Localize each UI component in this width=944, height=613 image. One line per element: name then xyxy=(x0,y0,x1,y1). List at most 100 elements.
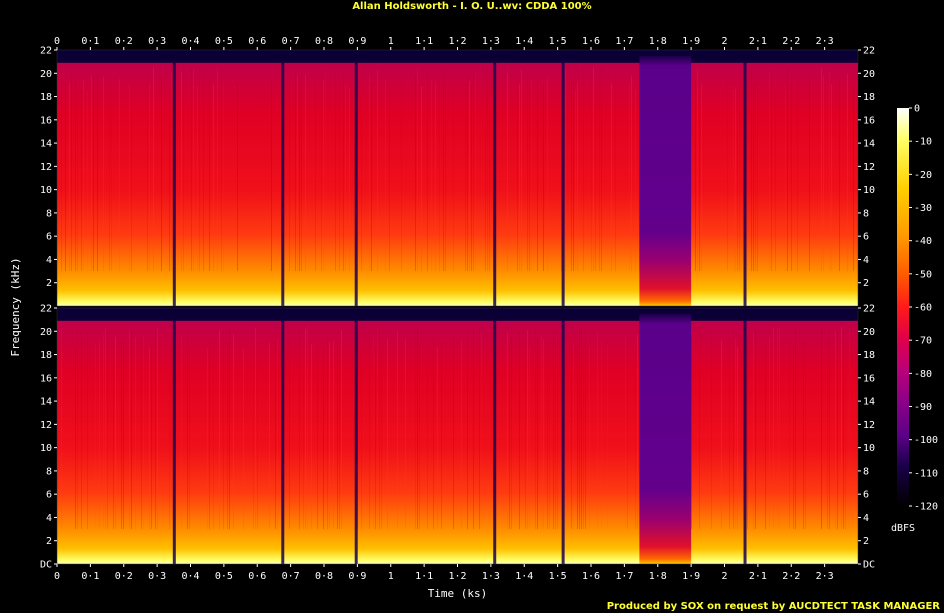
texture-streak xyxy=(473,70,474,272)
x-tick-label-top: 2·2 xyxy=(782,36,800,47)
texture-streak xyxy=(277,338,278,530)
texture-streak xyxy=(339,343,340,530)
texture-streak xyxy=(361,344,362,530)
texture-streak xyxy=(243,348,244,530)
x-tick-label-top: 1 xyxy=(388,36,394,47)
texture-streak xyxy=(439,78,440,272)
texture-streak xyxy=(147,75,148,272)
x-tick-label-bottom: 1·8 xyxy=(649,571,667,582)
texture-streak xyxy=(519,332,520,530)
texture-streak xyxy=(507,73,508,272)
texture-streak xyxy=(341,330,342,530)
y-tick-label-left: 8 xyxy=(46,208,52,219)
texture-streak xyxy=(317,346,318,530)
colorbar-tick-label: -110 xyxy=(914,468,938,479)
y-tick-label-left: 20 xyxy=(40,69,52,80)
texture-streak xyxy=(453,87,454,272)
chart-title: Allan Holdsworth - I. O. U..wv: CDDA 100… xyxy=(352,1,592,12)
texture-streak xyxy=(233,334,234,530)
y-tick-label-left: 6 xyxy=(46,232,52,243)
texture-streak xyxy=(739,87,740,272)
texture-streak xyxy=(325,68,326,272)
texture-streak xyxy=(589,347,590,530)
colorbar-tick-label: -60 xyxy=(914,303,932,314)
y-tick-label-right: 18 xyxy=(863,350,875,361)
texture-streak xyxy=(203,69,204,272)
texture-streak xyxy=(583,346,584,530)
texture-streak xyxy=(577,345,578,530)
colorbar-tick-label: -20 xyxy=(914,170,932,181)
texture-streak xyxy=(521,69,522,272)
texture-streak xyxy=(75,78,76,272)
texture-streak xyxy=(271,80,272,272)
texture-streak xyxy=(699,329,700,530)
texture-streak xyxy=(547,342,548,530)
y-tick-label-right: 22 xyxy=(863,46,875,57)
texture-streak xyxy=(113,342,114,530)
texture-streak xyxy=(753,332,754,530)
x-tick-label-bottom: 0·8 xyxy=(315,571,333,582)
texture-streak xyxy=(517,77,518,272)
texture-streak xyxy=(339,84,340,272)
x-tick-label-bottom: 0·7 xyxy=(282,571,300,582)
texture-streak xyxy=(773,327,774,530)
y-tick-label-right: 4 xyxy=(863,513,869,524)
track-boundary xyxy=(281,61,285,306)
texture-streak xyxy=(697,69,698,272)
y-tick-label-right: 6 xyxy=(863,232,869,243)
texture-streak xyxy=(599,78,600,272)
texture-streak xyxy=(223,81,224,272)
y-tick-label-right: 14 xyxy=(863,397,875,408)
texture-streak xyxy=(625,335,626,530)
texture-streak xyxy=(573,81,574,272)
texture-streak xyxy=(527,74,528,272)
texture-streak xyxy=(433,334,434,530)
texture-streak xyxy=(541,335,542,530)
texture-streak xyxy=(469,81,470,272)
texture-streak xyxy=(401,76,402,272)
texture-streak xyxy=(843,331,844,530)
texture-streak xyxy=(153,67,154,272)
texture-streak xyxy=(561,80,562,272)
texture-streak xyxy=(777,328,778,530)
texture-streak xyxy=(71,72,72,272)
texture-streak xyxy=(77,325,78,530)
texture-streak xyxy=(573,343,574,530)
y-tick-label-left: 18 xyxy=(40,92,52,103)
texture-streak xyxy=(507,331,508,530)
texture-streak xyxy=(95,343,96,530)
x-tick-label-bottom: 1·9 xyxy=(682,571,700,582)
texture-streak xyxy=(443,69,444,272)
texture-streak xyxy=(699,82,700,272)
texture-streak xyxy=(181,71,182,272)
texture-streak xyxy=(607,344,608,530)
x-tick-label-bottom: 0·5 xyxy=(215,571,233,582)
texture-streak xyxy=(727,82,728,272)
colorbar-tick-label: -40 xyxy=(914,236,932,247)
texture-streak xyxy=(135,337,136,530)
texture-streak xyxy=(213,338,214,530)
y-tick-label-right: 2 xyxy=(863,278,869,289)
y-tick-label-left: 22 xyxy=(40,304,52,315)
texture-streak xyxy=(61,329,62,530)
y-tick-label-left: 4 xyxy=(46,513,52,524)
texture-streak xyxy=(757,77,758,272)
texture-streak xyxy=(303,344,304,530)
texture-streak xyxy=(223,329,224,530)
y-tick-label-right: 4 xyxy=(863,255,869,266)
colorbar-label: dBFS xyxy=(891,523,915,534)
texture-streak xyxy=(143,336,144,530)
texture-streak xyxy=(531,79,532,272)
texture-streak xyxy=(557,331,558,530)
texture-streak xyxy=(809,73,810,272)
texture-streak xyxy=(789,339,790,530)
texture-streak xyxy=(405,338,406,530)
texture-streak xyxy=(631,75,632,272)
texture-streak xyxy=(121,341,122,530)
texture-streak xyxy=(169,346,170,530)
track-boundary xyxy=(354,61,358,306)
texture-streak xyxy=(829,70,830,272)
texture-streak xyxy=(369,74,370,272)
texture-streak xyxy=(129,84,130,272)
